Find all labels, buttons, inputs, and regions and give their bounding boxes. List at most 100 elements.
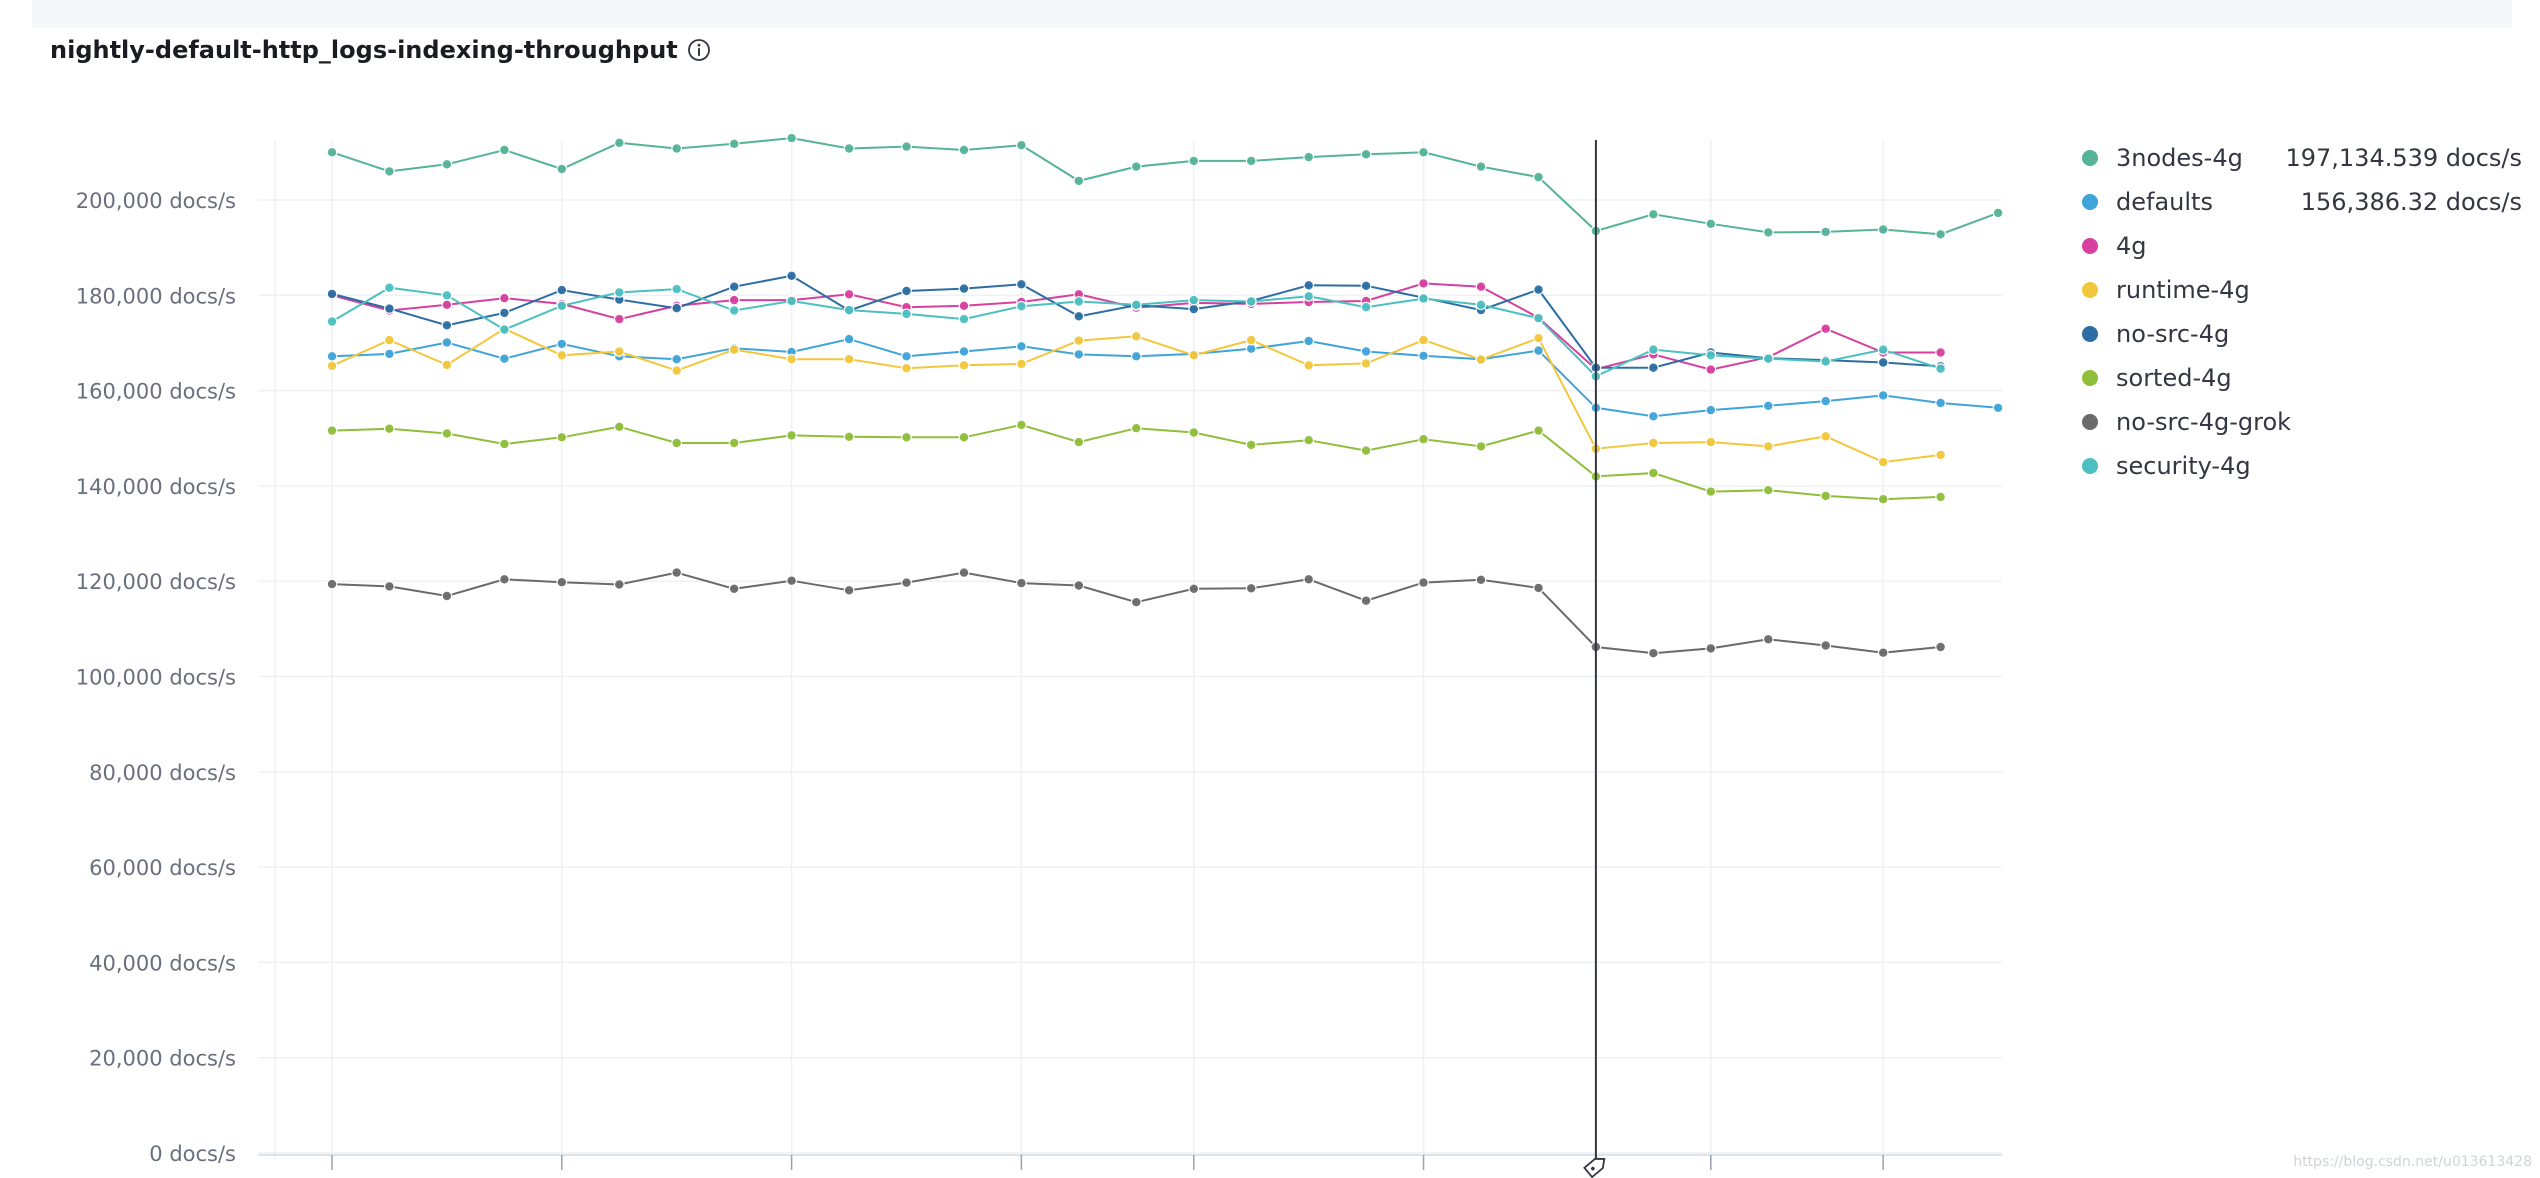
data-point bbox=[1705, 349, 1717, 361]
data-point bbox=[1360, 148, 1372, 160]
data-point bbox=[499, 573, 510, 585]
data-point bbox=[1245, 296, 1257, 307]
data-point bbox=[1533, 171, 1544, 183]
data-point bbox=[1762, 633, 1774, 645]
data-point bbox=[556, 300, 568, 312]
data-point bbox=[1820, 640, 1832, 651]
data-point bbox=[1360, 445, 1372, 457]
series-3nodes-4g bbox=[326, 132, 2004, 240]
legend-item-sorted-4g[interactable]: sorted-4g bbox=[2082, 356, 2522, 400]
data-point bbox=[1418, 350, 1429, 362]
data-point bbox=[1533, 332, 1544, 344]
legend-dot-icon bbox=[2082, 282, 2098, 298]
data-point bbox=[1073, 175, 1085, 187]
data-point bbox=[1188, 349, 1200, 361]
data-point bbox=[1073, 580, 1085, 591]
data-point bbox=[441, 337, 453, 348]
data-point bbox=[786, 353, 797, 365]
data-point bbox=[1418, 293, 1429, 305]
data-point bbox=[843, 304, 855, 316]
y-tick-label: 80,000 docs/s bbox=[89, 761, 236, 785]
data-point bbox=[441, 590, 453, 602]
data-point bbox=[441, 289, 453, 301]
legend-item-no-src-4g[interactable]: no-src-4g bbox=[2082, 312, 2522, 356]
data-point bbox=[958, 300, 970, 312]
legend-label: sorted-4g bbox=[2116, 364, 2232, 392]
data-point bbox=[499, 324, 510, 336]
data-point bbox=[786, 430, 797, 441]
data-point bbox=[326, 288, 338, 300]
data-point bbox=[958, 359, 970, 371]
data-point bbox=[384, 165, 395, 177]
data-point bbox=[671, 143, 683, 154]
data-point bbox=[1303, 290, 1315, 302]
legend-item-3nodes-4g[interactable]: 3nodes-4g 197,134.539 docs/s bbox=[2082, 136, 2522, 180]
data-point bbox=[843, 431, 855, 443]
data-point bbox=[1877, 224, 1889, 235]
y-tick-label: 20,000 docs/s bbox=[89, 1047, 236, 1071]
data-point bbox=[1188, 427, 1200, 438]
data-point bbox=[613, 287, 625, 298]
data-point bbox=[1820, 226, 1832, 238]
data-point bbox=[1016, 300, 1027, 312]
series-line-3nodes-4g bbox=[331, 137, 1999, 236]
data-point bbox=[1016, 577, 1027, 589]
data-point bbox=[728, 294, 740, 306]
data-point bbox=[326, 350, 338, 362]
data-point bbox=[958, 313, 970, 325]
data-point bbox=[1762, 484, 1774, 496]
legend-label: runtime-4g bbox=[2116, 276, 2250, 304]
data-point bbox=[901, 350, 912, 362]
y-tick-label: 0 docs/s bbox=[149, 1142, 236, 1166]
data-point bbox=[958, 144, 970, 156]
data-point bbox=[1475, 281, 1487, 293]
data-point bbox=[1418, 577, 1429, 588]
data-point bbox=[1073, 436, 1085, 448]
data-point bbox=[1475, 574, 1487, 586]
data-point bbox=[901, 362, 912, 374]
data-point bbox=[1360, 301, 1372, 313]
y-tick-label: 40,000 docs/s bbox=[89, 951, 236, 975]
data-point bbox=[1877, 647, 1889, 659]
data-point bbox=[671, 567, 683, 578]
legend-item-security-4g[interactable]: security-4g bbox=[2082, 444, 2522, 488]
data-point bbox=[1073, 335, 1085, 347]
series-runtime-4g bbox=[326, 323, 1946, 468]
data-point bbox=[1533, 582, 1544, 594]
info-icon[interactable] bbox=[686, 37, 712, 63]
legend-item-4g[interactable]: 4g bbox=[2082, 224, 2522, 268]
data-point bbox=[1877, 390, 1889, 401]
data-point bbox=[384, 334, 395, 346]
data-point bbox=[1705, 404, 1717, 416]
data-point bbox=[958, 283, 970, 295]
data-point bbox=[1130, 596, 1142, 608]
data-point bbox=[499, 353, 510, 365]
data-point bbox=[613, 313, 625, 325]
data-point bbox=[843, 584, 855, 596]
data-point bbox=[1647, 362, 1659, 374]
data-point bbox=[1935, 228, 1946, 240]
legend-dot-icon bbox=[2082, 194, 2098, 210]
y-tick-label: 120,000 docs/s bbox=[76, 570, 236, 594]
data-point bbox=[786, 575, 797, 587]
data-point bbox=[1303, 151, 1315, 163]
legend-item-runtime-4g[interactable]: runtime-4g bbox=[2082, 268, 2522, 312]
data-point bbox=[1016, 419, 1027, 431]
legend-item-defaults[interactable]: defaults 156,386.32 docs/s bbox=[2082, 180, 2522, 224]
data-point bbox=[1762, 400, 1774, 412]
y-tick-label: 100,000 docs/s bbox=[76, 666, 236, 690]
data-point bbox=[1475, 441, 1487, 452]
data-point bbox=[1820, 490, 1832, 502]
data-point bbox=[1820, 323, 1832, 335]
data-point bbox=[728, 583, 740, 595]
data-point bbox=[786, 270, 797, 282]
data-point bbox=[1360, 280, 1372, 292]
legend-label: 3nodes-4g bbox=[2116, 144, 2243, 172]
legend-item-no-src-4g-grok[interactable]: no-src-4g-grok bbox=[2082, 400, 2522, 444]
data-point bbox=[1647, 647, 1659, 659]
data-point bbox=[613, 579, 625, 590]
legend-label: no-src-4g bbox=[2116, 320, 2230, 348]
data-point bbox=[1533, 312, 1544, 324]
grid-layer bbox=[258, 140, 2002, 1160]
